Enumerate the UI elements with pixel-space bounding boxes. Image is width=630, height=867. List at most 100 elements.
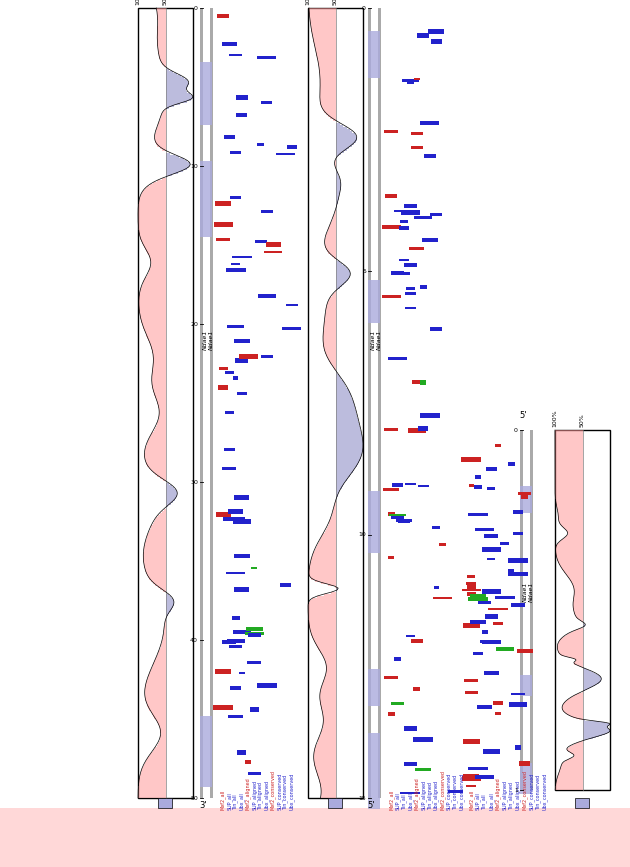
Text: Mef2_all: Mef2_all (469, 790, 474, 810)
Bar (466, 582, 476, 584)
Bar (234, 495, 249, 499)
Bar (470, 620, 486, 624)
Bar (411, 132, 423, 134)
Bar (391, 702, 404, 705)
Bar (478, 601, 491, 603)
Bar (488, 557, 495, 560)
Bar (470, 595, 486, 598)
Bar (230, 151, 241, 154)
Bar (413, 687, 420, 691)
Text: Ndae1: Ndae1 (209, 329, 214, 350)
Bar (214, 222, 232, 227)
Bar (433, 597, 452, 599)
Bar (229, 54, 243, 56)
Bar (258, 295, 276, 298)
Bar (461, 458, 481, 462)
Bar (200, 161, 212, 237)
Bar (219, 367, 227, 370)
Bar (231, 263, 240, 265)
Bar (257, 143, 265, 147)
Bar (520, 430, 523, 790)
Bar (555, 430, 610, 790)
Bar (264, 251, 282, 253)
Bar (508, 462, 515, 466)
Bar (418, 427, 428, 431)
Bar (236, 392, 247, 394)
Bar (383, 487, 399, 491)
Bar (396, 519, 412, 522)
Bar (276, 153, 295, 155)
Bar (399, 258, 409, 261)
Bar (226, 571, 245, 574)
Text: SUP_all: SUP_all (395, 792, 401, 810)
Text: 40: 40 (190, 637, 198, 642)
Bar (233, 630, 251, 634)
Bar (420, 381, 427, 385)
Text: 30: 30 (190, 479, 198, 485)
Bar (245, 632, 264, 635)
Text: Ubx_aligned: Ubx_aligned (433, 780, 439, 810)
Text: 5: 5 (362, 269, 366, 274)
Bar (224, 411, 234, 414)
Bar (228, 714, 243, 718)
Bar (368, 733, 380, 809)
Bar (388, 357, 407, 360)
Text: 0: 0 (194, 5, 198, 10)
Bar (387, 512, 395, 517)
Bar (225, 371, 234, 375)
Bar (215, 669, 231, 674)
Bar (265, 242, 281, 247)
Bar (200, 716, 212, 787)
Text: 20: 20 (190, 322, 198, 327)
Bar (448, 790, 462, 793)
Bar (520, 486, 532, 513)
Text: Tin_aligned: Tin_aligned (427, 782, 433, 810)
Bar (411, 147, 423, 149)
Bar (508, 570, 515, 574)
Text: Mef2_aligned: Mef2_aligned (245, 777, 251, 810)
Bar (287, 145, 297, 149)
Bar (431, 39, 442, 43)
Bar (406, 80, 415, 84)
Bar (368, 31, 380, 78)
Text: SUP_aligned: SUP_aligned (420, 780, 426, 810)
Bar (430, 213, 442, 217)
Bar (248, 633, 261, 637)
Bar (463, 623, 479, 628)
Text: 0: 0 (362, 5, 366, 10)
Bar (404, 263, 416, 267)
Bar (482, 547, 501, 551)
Text: Ndae1: Ndae1 (529, 582, 534, 603)
Bar (261, 355, 273, 358)
Bar (405, 483, 416, 486)
Bar (385, 193, 398, 199)
Bar (495, 444, 501, 447)
Bar (508, 572, 527, 576)
Bar (463, 739, 479, 744)
Bar (410, 247, 425, 251)
Bar (472, 652, 483, 655)
Bar (413, 737, 433, 741)
Text: 50%: 50% (580, 414, 585, 427)
Text: 0: 0 (514, 427, 518, 433)
Text: 10: 10 (190, 164, 198, 168)
Bar (476, 475, 481, 479)
Text: 100%: 100% (306, 0, 311, 5)
Bar (261, 211, 273, 213)
Text: Tin_conserved: Tin_conserved (535, 775, 541, 810)
Bar (467, 625, 475, 628)
Bar (467, 584, 476, 589)
Bar (515, 746, 522, 750)
Text: Ubx_aligned: Ubx_aligned (264, 780, 270, 810)
Bar (387, 713, 395, 716)
Bar (217, 14, 229, 18)
Text: 100%: 100% (135, 0, 140, 5)
Bar (215, 201, 231, 205)
Bar (378, 8, 381, 798)
Bar (227, 325, 244, 329)
Bar (246, 627, 263, 631)
Text: Ubx_all: Ubx_all (488, 792, 494, 810)
Text: Ubx_conserved: Ubx_conserved (459, 772, 465, 810)
Bar (530, 430, 533, 790)
Bar (234, 554, 250, 558)
